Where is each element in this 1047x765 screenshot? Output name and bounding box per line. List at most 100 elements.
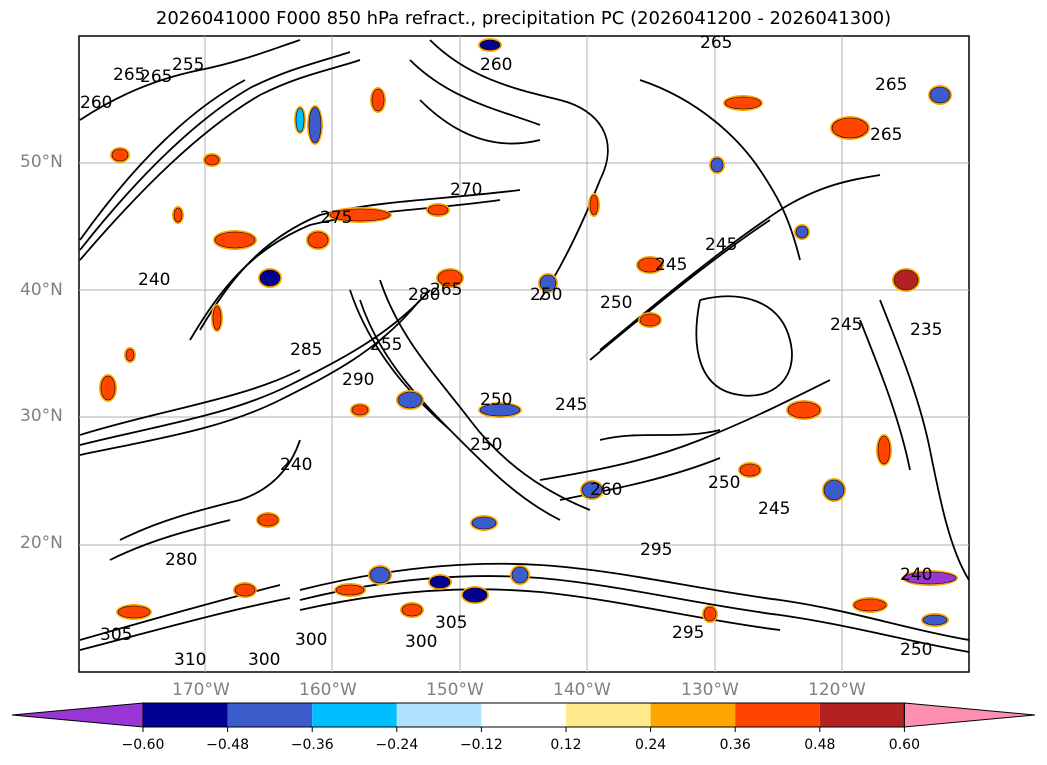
contour-line (79, 51, 351, 251)
graticule (79, 36, 969, 672)
contour-line (859, 319, 911, 471)
contour-label: 255 (172, 55, 204, 75)
contour-line (119, 439, 301, 541)
precip-blob (204, 154, 220, 166)
colorbar-tick-label: 0.12 (550, 737, 582, 753)
contour-line (379, 279, 591, 511)
contour-line (599, 174, 881, 351)
lon-label-130w: 130°W (681, 680, 739, 700)
precip-blob (539, 274, 557, 292)
contour-line (79, 289, 431, 446)
contour-label: 290 (342, 370, 374, 390)
precip-blob (929, 86, 951, 104)
contour-label: 240 (280, 455, 312, 475)
contour-label: 255 (370, 335, 402, 355)
colorbar-tick-label: −0.48 (206, 737, 250, 753)
map-title: 2026041000 F000 850 hPa refract., precip… (155, 8, 892, 29)
colorbar-tick-label: −0.12 (459, 737, 503, 753)
contour-label: 240 (900, 565, 932, 585)
precip-blob (117, 605, 151, 619)
precip-blob (471, 516, 497, 530)
contour-label: 245 (555, 395, 587, 415)
contour-line (429, 39, 609, 301)
precip-blob (397, 391, 423, 409)
lon-label-150w: 150°W (426, 680, 484, 700)
precip-blob (710, 157, 724, 173)
precip-blob (111, 148, 129, 162)
refractivity-contours (79, 39, 970, 653)
colorbar-segment (566, 703, 651, 727)
contour-label: 265 (140, 67, 172, 87)
contour-line (879, 299, 970, 581)
precip-blob (369, 566, 391, 584)
contour-label: 265 (870, 125, 902, 145)
precip-blob (427, 204, 449, 216)
contour-label: 275 (320, 208, 352, 228)
precip-blob (511, 566, 529, 584)
precip-blob (589, 194, 599, 216)
contour-label: 285 (290, 340, 322, 360)
colorbar-segment (227, 703, 313, 727)
contour-label: 300 (248, 650, 280, 670)
contour-label: 300 (405, 632, 437, 652)
contour-line (79, 597, 291, 651)
colorbar-segment (819, 703, 905, 727)
contour-label: 305 (100, 625, 132, 645)
colorbar-tick-label: −0.36 (290, 737, 334, 753)
contour-label: 295 (640, 540, 672, 560)
precip-blob (831, 117, 869, 139)
contour-line (299, 562, 970, 641)
colorbar-segment (650, 703, 736, 727)
contour-label: 245 (758, 499, 790, 519)
contour-line (695, 295, 793, 397)
precip-blob (401, 603, 423, 617)
colorbar-tick-label: −0.24 (375, 737, 419, 753)
contour-line (299, 575, 970, 653)
contour-label: 310 (174, 650, 206, 670)
lat-label-50n: 50°N (20, 152, 63, 172)
contour-line (419, 99, 541, 145)
precip-blob (877, 435, 891, 465)
precip-blob (212, 305, 222, 331)
contour-label: 250 (530, 285, 562, 305)
precip-blob (703, 606, 717, 622)
precip-blob (903, 571, 957, 585)
lat-label-40n: 40°N (20, 280, 63, 300)
contour-line (79, 59, 361, 261)
precip-blob (637, 257, 663, 273)
precip-blob (787, 401, 821, 419)
contour-line (79, 39, 301, 121)
precip-blob (295, 107, 305, 133)
contour-line (199, 189, 521, 331)
contour-label: 245 (705, 235, 737, 255)
precipitation-shading (99, 38, 958, 627)
contour-labels: 2652652552602652602652652452452502402702… (80, 33, 942, 670)
contour-label: 250 (708, 473, 740, 493)
precip-blob (479, 39, 501, 51)
colorbar-tick-label: 0.24 (635, 737, 667, 753)
precip-blob (479, 403, 521, 417)
precip-blob (739, 463, 761, 477)
precip-blob (257, 513, 279, 527)
contour-label: 245 (830, 315, 862, 335)
colorbar (11, 702, 1036, 732)
contour-label: 250 (600, 293, 632, 313)
contour-label: 265 (430, 280, 462, 300)
colorbar-tick-label: −0.60 (121, 737, 165, 753)
contour-label: 295 (672, 623, 704, 643)
contour-label: 265 (113, 65, 145, 85)
contour-line (109, 519, 231, 561)
contour-line (599, 429, 721, 441)
precip-blob (335, 584, 365, 596)
precip-blob (795, 225, 809, 239)
precip-blob (125, 348, 135, 362)
colorbar-segment (735, 703, 820, 727)
contour-line (79, 369, 301, 436)
colorbar-segment (143, 703, 228, 727)
contour-label: 260 (80, 93, 112, 113)
contour-line (589, 219, 771, 361)
precip-blob (100, 375, 116, 401)
contour-label: 280 (408, 285, 440, 305)
lat-label-30n: 30°N (20, 406, 63, 426)
